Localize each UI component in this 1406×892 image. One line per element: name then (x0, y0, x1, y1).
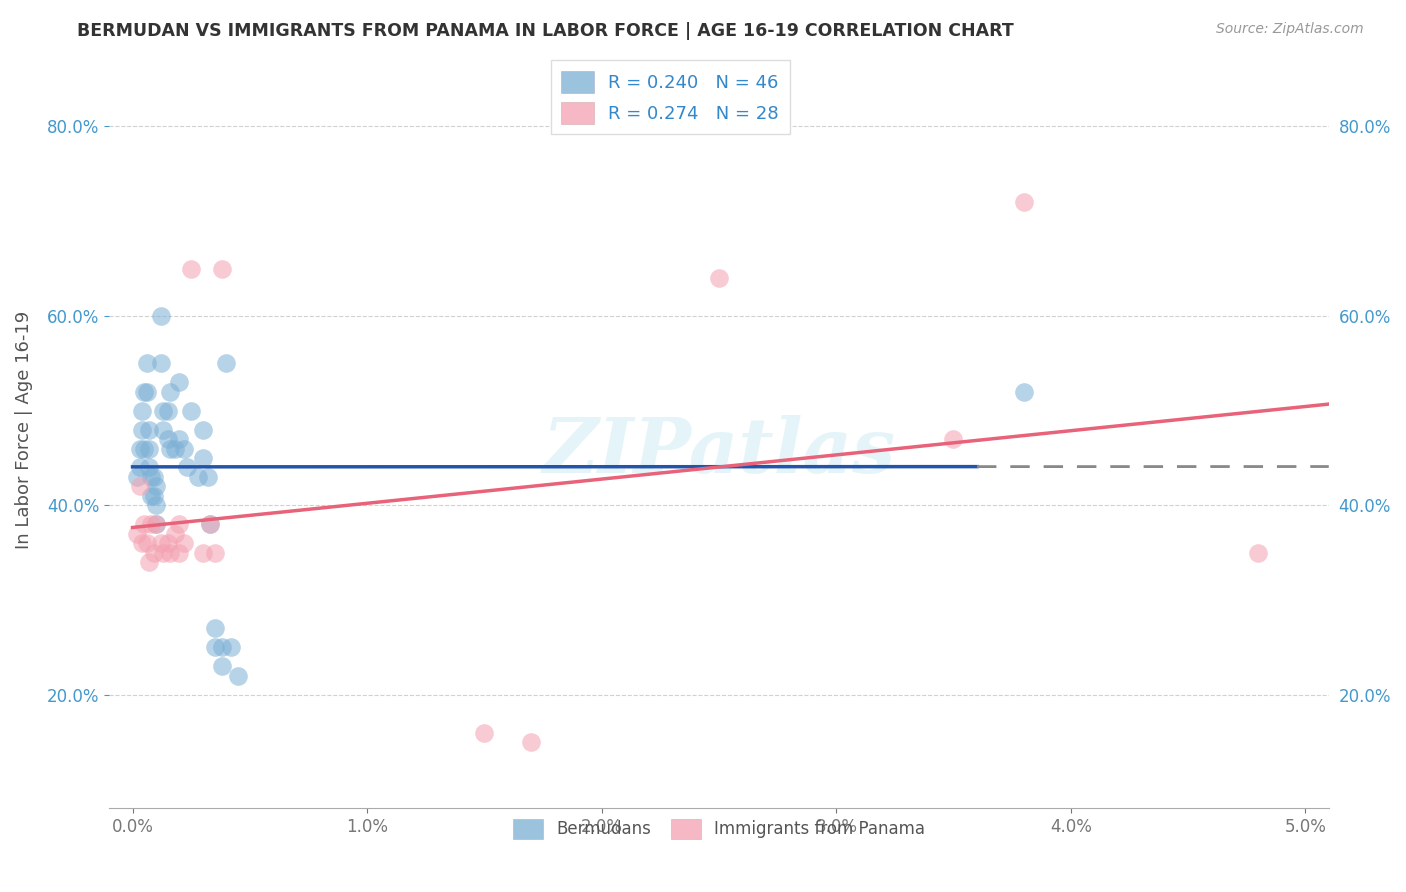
Point (198, 517, 221, 532)
Point (156, 403, 179, 417)
Point (169, 546, 191, 560)
Point (204, 622, 226, 636)
Point (135, 536, 157, 550)
Point (1012, 384, 1035, 399)
Point (176, 460, 198, 475)
Point (145, 517, 167, 532)
Text: ZIPatlas: ZIPatlas (543, 416, 896, 490)
Point (211, 261, 233, 276)
Point (180, 403, 202, 417)
Point (135, 384, 157, 399)
Point (149, 309, 172, 323)
Point (134, 517, 156, 532)
Point (145, 479, 167, 493)
Point (142, 546, 165, 560)
Point (173, 442, 195, 456)
Point (138, 555, 160, 569)
Point (215, 356, 238, 370)
Text: Source: ZipAtlas.com: Source: ZipAtlas.com (1216, 22, 1364, 37)
Point (152, 403, 174, 417)
Point (128, 460, 150, 475)
Point (159, 384, 181, 399)
Point (141, 489, 163, 503)
Point (191, 546, 214, 560)
Point (474, 725, 496, 739)
Point (135, 356, 157, 370)
Point (131, 403, 153, 417)
Point (134, 384, 156, 399)
Point (211, 640, 233, 655)
Point (169, 432, 191, 446)
Point (141, 517, 163, 532)
Point (149, 356, 172, 370)
Point (152, 423, 174, 437)
Point (169, 375, 191, 389)
Point (138, 460, 160, 475)
Point (152, 546, 174, 560)
Point (156, 432, 179, 446)
Point (191, 450, 214, 465)
Point (204, 546, 226, 560)
Point (204, 640, 226, 655)
Legend: Bermudans, Immigrants from Panama: Bermudans, Immigrants from Panama (506, 812, 932, 846)
Point (134, 442, 156, 456)
Point (128, 442, 150, 456)
Point (131, 536, 153, 550)
Point (142, 489, 165, 503)
Point (1012, 195, 1035, 210)
Point (138, 423, 160, 437)
Point (198, 517, 221, 532)
Point (211, 659, 233, 673)
Point (138, 442, 160, 456)
Point (127, 526, 149, 541)
Point (163, 442, 186, 456)
Point (159, 442, 181, 456)
Point (942, 432, 965, 446)
Point (159, 546, 181, 560)
Point (128, 479, 150, 493)
Point (219, 640, 242, 655)
Point (142, 470, 165, 484)
Point (187, 470, 209, 484)
Point (141, 470, 163, 484)
Point (226, 669, 249, 683)
Point (145, 499, 167, 513)
Point (1247, 546, 1270, 560)
Point (197, 470, 219, 484)
Point (191, 423, 214, 437)
Point (173, 536, 195, 550)
Y-axis label: In Labor Force | Age 16-19: In Labor Force | Age 16-19 (15, 310, 32, 549)
Point (149, 536, 172, 550)
Text: BERMUDAN VS IMMIGRANTS FROM PANAMA IN LABOR FORCE | AGE 16-19 CORRELATION CHART: BERMUDAN VS IMMIGRANTS FROM PANAMA IN LA… (77, 22, 1014, 40)
Point (707, 271, 730, 285)
Point (163, 526, 186, 541)
Point (131, 423, 153, 437)
Point (520, 735, 543, 749)
Point (127, 470, 149, 484)
Point (145, 517, 167, 532)
Point (156, 536, 179, 550)
Point (169, 517, 191, 532)
Point (180, 261, 202, 276)
